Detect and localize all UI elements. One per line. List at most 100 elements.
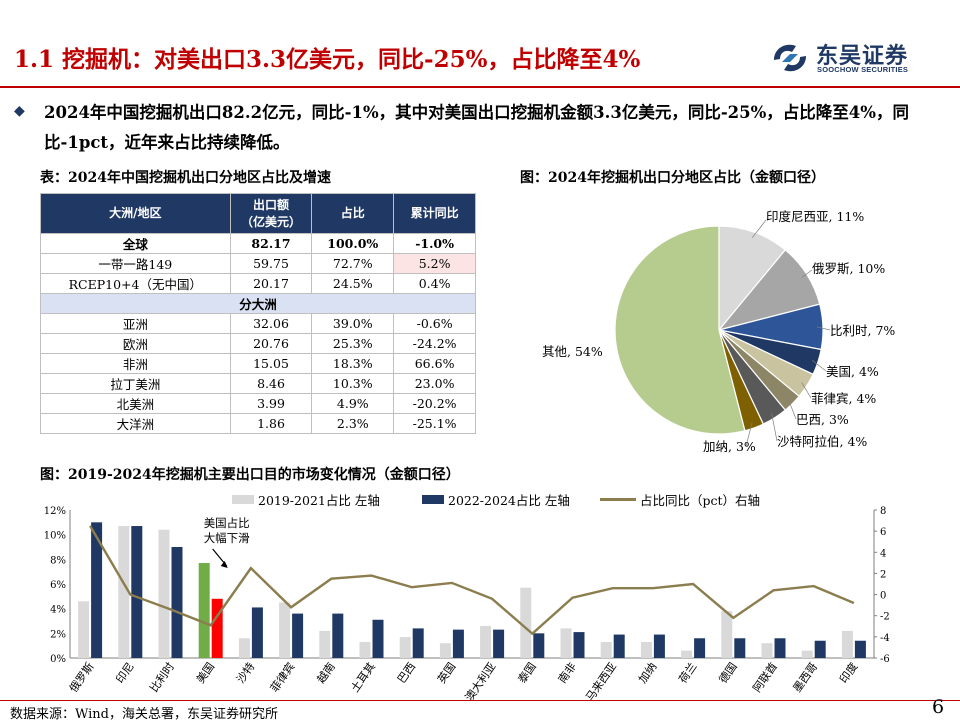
header-export-value: 出口额 （亿美元） <box>229 193 313 234</box>
table-cell: -25.1% <box>393 413 476 434</box>
legend-swatch <box>232 495 254 504</box>
x-tick-label: 荷兰 <box>676 660 699 685</box>
header-share: 占比 <box>311 193 395 234</box>
x-tick-label: 阿联酋 <box>750 660 780 695</box>
x-tick-label: 土耳其 <box>348 660 378 694</box>
bar-2022-2024 <box>251 607 263 658</box>
logo-icon <box>774 44 806 72</box>
y-right-tick-label: 2 <box>880 569 886 580</box>
bar-2022-2024 <box>814 640 826 658</box>
y-right-tick-label: 4 <box>880 548 886 559</box>
export-market-chart: 0% 2% 4% 6% 8% 10% 12% -6 -4 -2 0 2 4 6 8 俄罗斯 印尼 比利时 美国 沙特菲… <box>40 500 920 704</box>
table-cell: 20.17 <box>229 273 313 294</box>
table-row: 欧洲 20.76 25.3% -24.2% <box>40 333 476 354</box>
x-tick-label: 加纳 <box>636 660 659 685</box>
table-cell: 全球 <box>40 233 231 254</box>
bar-2022-2024 <box>774 638 786 658</box>
table-header-row: 大洲/地区 出口额 （亿美元） 占比 累计同比 <box>40 193 476 234</box>
bar-2022-2024 <box>653 634 665 658</box>
bar-2022-2024 <box>372 619 384 658</box>
table-cell: 39.0% <box>311 313 395 334</box>
section-label: 分大洲 <box>40 293 476 314</box>
y-left-tick-label: 0% <box>50 654 66 665</box>
x-tick-label: 澳大利亚 <box>462 660 499 700</box>
title-divider <box>0 86 960 88</box>
table-cell: -1.0% <box>393 233 476 254</box>
y-right-tick-label: -4 <box>880 633 890 644</box>
pie-slice <box>614 225 746 435</box>
x-tick-label: 南非 <box>556 660 579 685</box>
table-row: 全球 82.17 100.0% -1.0% <box>40 233 476 254</box>
bar-2019-2021 <box>520 587 532 658</box>
table-cell: 0.4% <box>393 273 476 294</box>
pie-leader-line <box>787 399 797 420</box>
x-tick-label: 俄罗斯 <box>67 660 97 694</box>
bar-2019-2021 <box>439 643 451 658</box>
table-cell: 北美洲 <box>40 393 231 414</box>
pie-slice <box>718 225 787 332</box>
table-row: 亚洲 32.06 39.0% -0.6% <box>40 313 476 334</box>
x-tick-label: 沙特 <box>233 660 257 686</box>
bar-2019-2021 <box>198 563 210 658</box>
table-cell: 20.76 <box>229 333 313 354</box>
pie-label: 比利时, 7% <box>830 323 896 338</box>
bar-2022-2024 <box>734 638 746 658</box>
pie-leader-line <box>816 326 831 331</box>
bar-2019-2021 <box>480 625 492 658</box>
bar-2019-2021 <box>399 637 411 658</box>
table-cell: 4.9% <box>311 393 395 414</box>
table-cell: 82.17 <box>229 233 313 254</box>
bar-2019-2021 <box>841 630 853 658</box>
y-left-tick-label: 12% <box>44 506 66 517</box>
pie-label: 菲律宾, 4% <box>811 391 877 406</box>
table-cell: -24.2% <box>393 333 476 354</box>
pie-svg <box>614 219 831 447</box>
bar-2019-2021 <box>761 643 773 658</box>
table-cell: 3.99 <box>229 393 313 414</box>
table-cell: 24.5% <box>311 273 395 294</box>
table-cell: 18.3% <box>311 353 395 374</box>
annotation-text: 大幅下滑 <box>204 531 250 545</box>
table-row: 非洲 15.05 18.3% 66.6% <box>40 353 476 374</box>
table-cell: 15.05 <box>229 353 313 374</box>
legend-item: 2022-2024占比 左轴 <box>422 490 570 509</box>
x-tick-label: 印度 <box>836 660 860 686</box>
bar-2022-2024 <box>332 613 344 658</box>
x-tick-label: 越南 <box>314 660 338 686</box>
x-tick-label: 德国 <box>716 660 740 686</box>
bar-2022-2024 <box>533 633 545 658</box>
table-cell: 32.06 <box>229 313 313 334</box>
company-logo: 东吴证券 SOOCHOW SECURITIES <box>770 38 930 80</box>
bar-2022-2024 <box>613 634 625 658</box>
summary-bullet: 2024年中国挖掘机出口82.2亿元，同比-1%，其中对美国出口挖掘机金额3.3… <box>44 103 909 152</box>
table-cell: 100.0% <box>311 233 395 254</box>
table-cell: 10.3% <box>311 373 395 394</box>
pie-label: 其他, 54% <box>542 344 603 359</box>
legend-label: 占比同比（pct）右轴 <box>640 493 761 508</box>
diamond-bullet-icon: ◆ <box>14 103 25 119</box>
table-cell: 66.6% <box>393 353 476 374</box>
pie-label: 沙特阿拉伯, 4% <box>777 434 868 449</box>
table-cell: 拉丁美洲 <box>40 373 231 394</box>
x-tick-label: 印尼 <box>113 660 136 685</box>
pie-leader-line <box>771 412 778 442</box>
table-cell: 一带一路149 <box>40 253 231 274</box>
bar-2019-2021 <box>721 611 733 658</box>
bar-2022-2024 <box>452 629 464 658</box>
annotation-text: 美国占比 <box>204 516 250 530</box>
x-tick-label: 墨西哥 <box>791 660 821 694</box>
table-cell: 25.3% <box>311 333 395 354</box>
annotation-arrowhead <box>220 561 228 568</box>
bar-2022-2024 <box>171 547 183 658</box>
table-section-row: 分大洲 <box>40 293 476 314</box>
y-right-tick-label: -2 <box>880 612 890 623</box>
bar-2019-2021 <box>600 641 612 658</box>
legend-label: 2019-2021占比 左轴 <box>258 493 380 508</box>
table-row: 大洋洲 1.86 2.3% -25.1% <box>40 413 476 434</box>
pie-label: 美国, 4% <box>826 364 879 379</box>
y-left-tick-label: 2% <box>50 629 66 640</box>
pie-leader-line <box>801 382 812 399</box>
bar-2019-2021 <box>319 630 331 658</box>
bar-2019-2021 <box>801 650 813 658</box>
footer-divider <box>0 700 960 701</box>
